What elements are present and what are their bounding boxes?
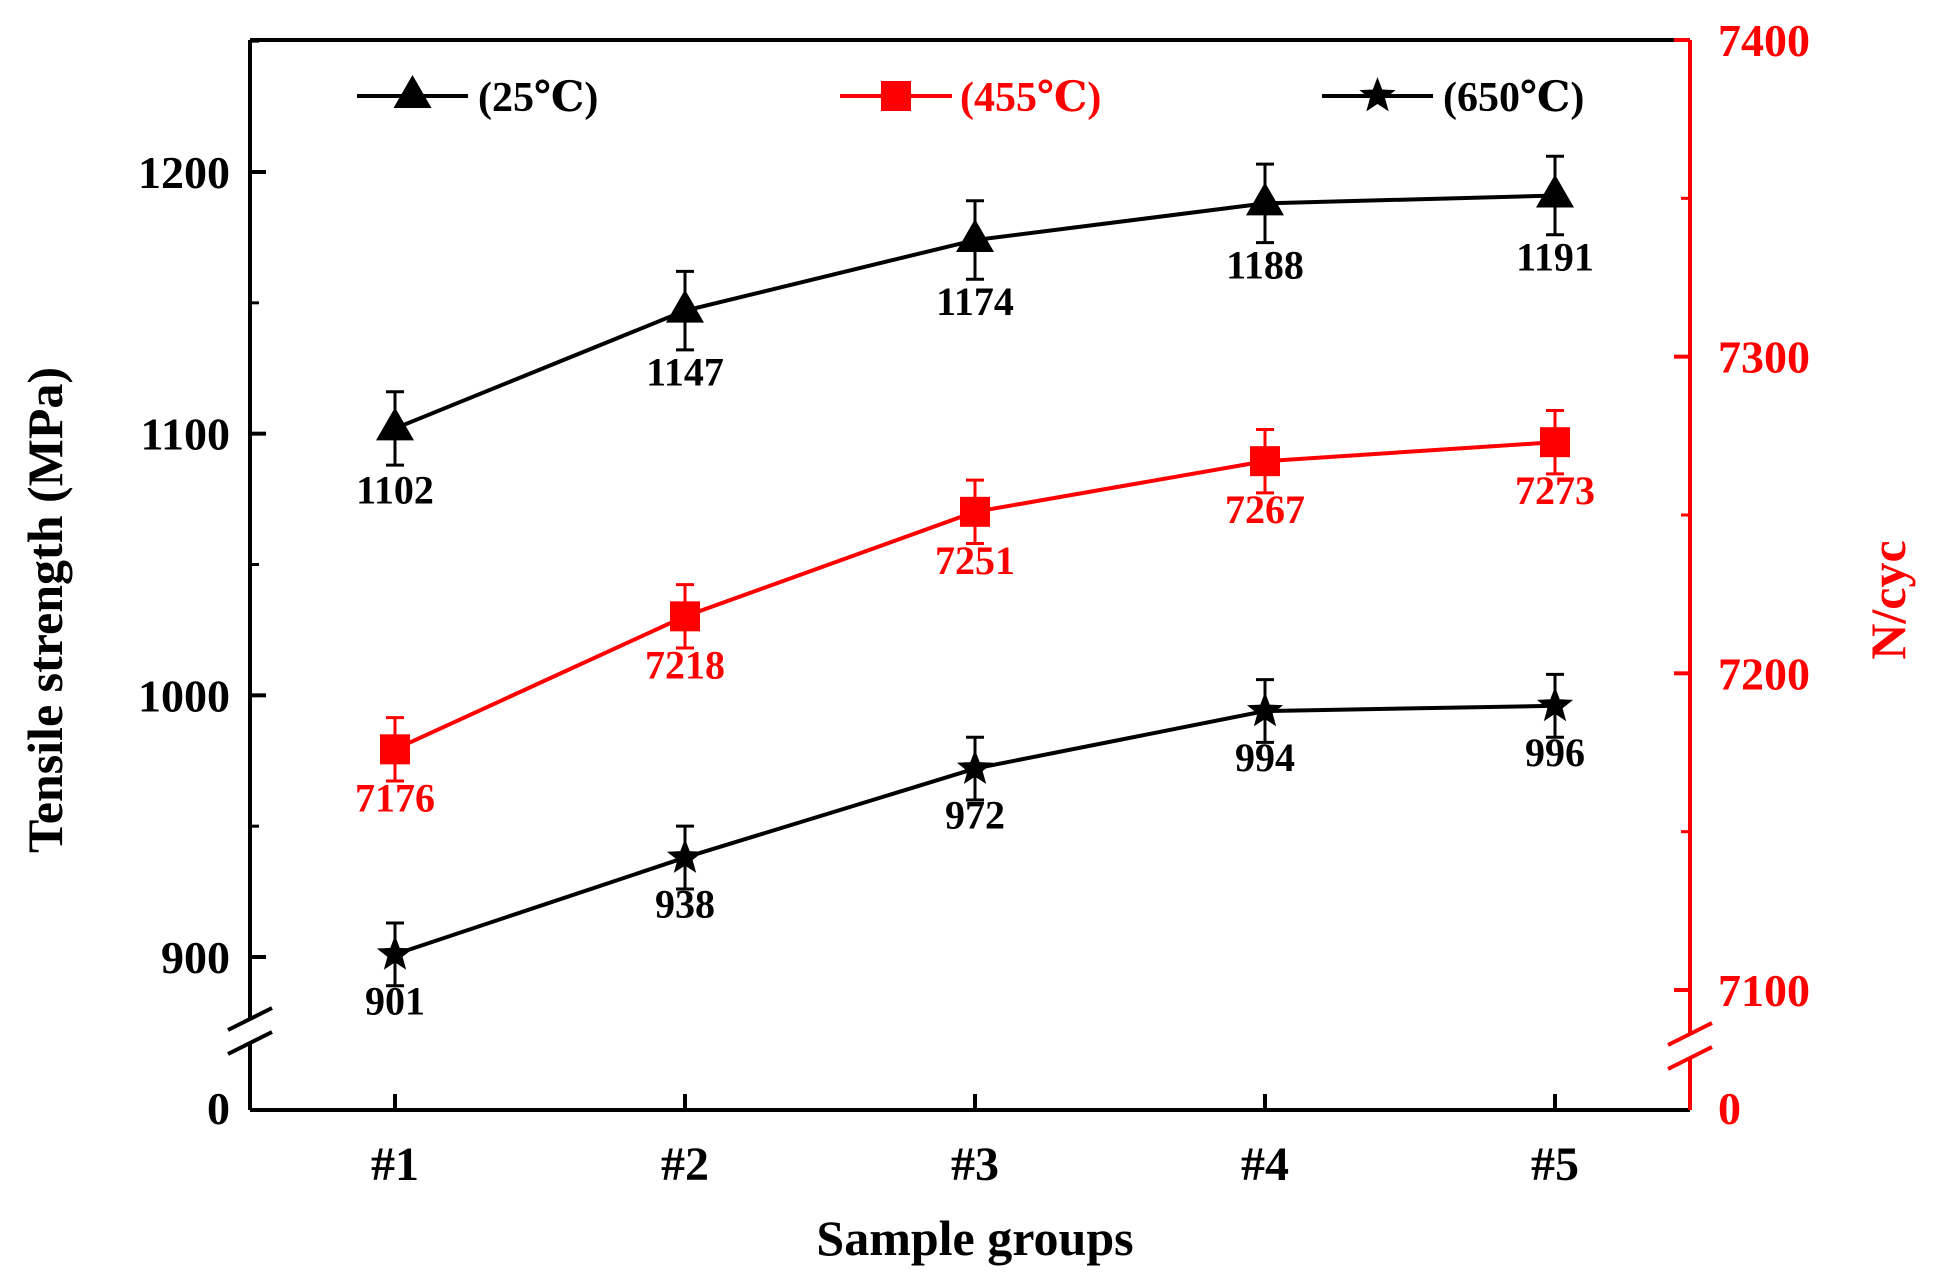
data-label: 7267: [1225, 487, 1305, 532]
data-label: 7176: [355, 775, 435, 820]
legend: (25℃) (455℃) (650℃): [357, 75, 1584, 121]
legend-entry-2: (650℃): [1322, 75, 1584, 121]
series-0: 1102 1147 1174 1188 1191: [356, 154, 1594, 512]
data-label: 1147: [646, 350, 724, 395]
data-label: 938: [655, 882, 715, 927]
x-tick-label: #2: [661, 1138, 709, 1191]
data-point: [666, 289, 704, 323]
series-1: 7176 7218 7251 7267 7273: [355, 409, 1595, 820]
y-axis-right-break-mark: [1667, 1021, 1713, 1047]
legend-marker: [881, 81, 911, 111]
data-point: [956, 219, 994, 253]
x-tick-label: #1: [371, 1138, 419, 1191]
data-label: 1188: [1226, 242, 1304, 287]
series-2: 901 938 972 994 996: [365, 672, 1585, 1023]
data-point: [380, 734, 410, 765]
legend-marker: [1359, 77, 1396, 112]
y-left-break-label: 0: [207, 1083, 230, 1134]
legend-label: (650℃): [1443, 75, 1584, 121]
series-group: 1102 1147 1174 1188 1191 7176 7218 7251 7267 7273…: [355, 154, 1595, 1023]
data-point: [670, 601, 700, 632]
y-left-tick-label: 1200: [138, 147, 230, 198]
data-label: 972: [945, 793, 1005, 838]
x-tick-label: #3: [951, 1138, 999, 1191]
x-axis-title: Sample groups: [816, 1210, 1133, 1266]
data-point: [376, 935, 414, 970]
data-label: 7251: [935, 538, 1015, 583]
y-left-tick-label: 900: [161, 932, 230, 983]
y-right-tick-label: 7200: [1718, 648, 1810, 699]
y-right-tick-label: 7300: [1718, 332, 1810, 383]
axes: 900 1000 1100 1200 0 7100 7200 7300 7400 0 #1 #2 #3 #…: [138, 15, 1810, 1191]
y-axis-left-title: Tensile strength (MPa): [17, 367, 73, 853]
x-tick-label: #4: [1241, 1138, 1289, 1191]
data-point: [960, 496, 990, 527]
data-label: 994: [1235, 735, 1295, 780]
data-label: 901: [365, 978, 425, 1023]
legend-entry-1: (455℃): [840, 75, 1101, 121]
data-point: [1540, 427, 1570, 458]
data-point: [666, 838, 704, 873]
data-point: [1246, 182, 1284, 216]
data-point: [376, 407, 414, 441]
data-point: [1536, 174, 1574, 208]
y-axis-left-break-mark: [227, 1006, 273, 1032]
data-label: 7273: [1515, 468, 1595, 513]
data-point: [956, 749, 994, 784]
y-axis-right-break-mark: [1667, 1045, 1713, 1071]
legend-label: (455℃): [960, 75, 1101, 121]
y-left-tick-label: 1100: [141, 409, 230, 460]
y-right-tick-label: 7400: [1718, 15, 1810, 66]
axis-titles: Sample groups Tensile strength (MPa) N/c…: [17, 367, 1916, 1266]
data-label: 1102: [356, 467, 434, 512]
legend-label: (25℃): [478, 75, 598, 121]
data-point: [1250, 446, 1280, 477]
y-right-break-label: 0: [1718, 1083, 1741, 1134]
data-label: 1191: [1516, 235, 1594, 280]
y-right-tick-label: 7100: [1718, 965, 1810, 1016]
y-left-tick-label: 1000: [138, 670, 230, 721]
data-label: 996: [1525, 730, 1585, 775]
y-axis-right-title: N/cyc: [1860, 540, 1916, 659]
y-axis-left-break-mark: [227, 1030, 273, 1056]
data-label: 7218: [645, 642, 725, 687]
legend-marker: [393, 75, 432, 108]
legend-entry-0: (25℃): [357, 75, 598, 121]
data-point: [1536, 686, 1574, 722]
data-label: 1174: [936, 279, 1014, 324]
data-point: [1246, 692, 1284, 727]
x-tick-label: #5: [1531, 1138, 1579, 1191]
